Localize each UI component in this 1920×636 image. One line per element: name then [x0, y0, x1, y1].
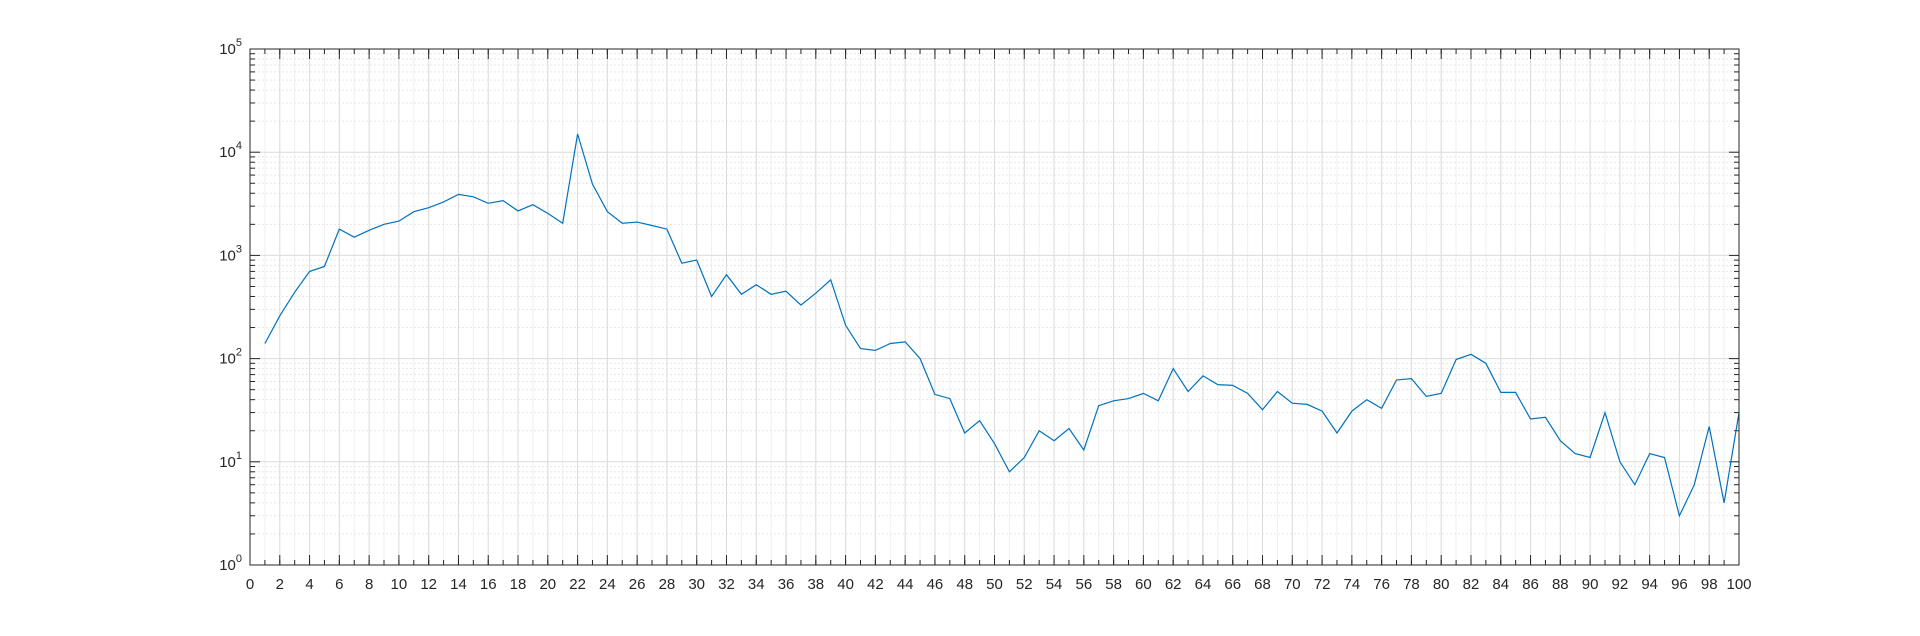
x-tick-label: 2: [276, 576, 284, 593]
x-tick-label: 56: [1075, 576, 1092, 593]
x-tick-label: 34: [748, 576, 765, 593]
x-tick-label: 94: [1641, 576, 1658, 593]
x-tick-label: 80: [1433, 576, 1450, 593]
y-tick-label: 102: [219, 347, 242, 368]
x-tick-label: 98: [1701, 576, 1718, 593]
x-tick-label: 70: [1284, 576, 1301, 593]
axis-ticks: [249, 48, 1740, 566]
x-tick-label: 88: [1552, 576, 1569, 593]
x-tick-label: 28: [659, 576, 676, 593]
series-line: [264, 133, 1740, 518]
x-tick-label: 30: [688, 576, 705, 593]
x-tick-label: 32: [718, 576, 735, 593]
x-tick-label: 48: [956, 576, 973, 593]
y-tick-labels: 100 101 102 103 104 105: [219, 37, 242, 574]
x-tick-label: 50: [986, 576, 1003, 593]
x-tick-label: 90: [1582, 576, 1599, 593]
x-tick-label: 24: [599, 576, 616, 593]
x-tick-label: 100: [1726, 576, 1751, 593]
x-tick-label: 60: [1135, 576, 1152, 593]
x-tick-label: 96: [1671, 576, 1688, 593]
x-tick-label: 8: [365, 576, 373, 593]
plot-frame: [249, 48, 1740, 566]
y-tick-label: 103: [219, 243, 242, 264]
x-tick-label: 44: [897, 576, 914, 593]
x-tick-label: 42: [867, 576, 884, 593]
y-tick-label: 105: [219, 37, 242, 58]
x-tick-label: 40: [837, 576, 854, 593]
x-tick-label: 16: [480, 576, 497, 593]
x-tick-label: 18: [510, 576, 527, 593]
x-tick-label: 86: [1522, 576, 1539, 593]
x-tick-label: 36: [778, 576, 795, 593]
x-tick-label: 76: [1373, 576, 1390, 593]
x-tick-label: 66: [1224, 576, 1241, 593]
x-tick-label: 68: [1254, 576, 1271, 593]
x-tick-label: 84: [1492, 576, 1509, 593]
x-tick-label: 54: [1046, 576, 1063, 593]
y-tick-label: 101: [219, 450, 242, 471]
x-tick-label: 12: [420, 576, 437, 593]
x-tick-label: 78: [1403, 576, 1420, 593]
x-tick-label: 62: [1165, 576, 1182, 593]
x-tick-label: 22: [569, 576, 586, 593]
x-tick-label: 72: [1314, 576, 1331, 593]
x-tick-label: 74: [1344, 576, 1361, 593]
x-tick-label: 52: [1016, 576, 1033, 593]
x-tick-label: 82: [1463, 576, 1480, 593]
x-tick-label: 0: [246, 576, 254, 593]
x-tick-labels: 0 2 4 6 8 10 12 14 16 18 20 22 24 26 28 30 32 34 36 38 40 42 4…: [246, 576, 1752, 593]
x-tick-label: 58: [1105, 576, 1122, 593]
x-tick-label: 4: [305, 576, 313, 593]
x-tick-label: 14: [450, 576, 467, 593]
x-tick-label: 6: [335, 576, 343, 593]
x-tick-label: 20: [539, 576, 556, 593]
y-tick-label: 104: [219, 140, 242, 161]
x-tick-label: 26: [629, 576, 646, 593]
x-tick-label: 46: [927, 576, 944, 593]
x-tick-label: 92: [1612, 576, 1629, 593]
x-tick-label: 38: [807, 576, 824, 593]
x-tick-label: 10: [391, 576, 408, 593]
y-tick-label: 100: [219, 553, 242, 574]
x-tick-label: 64: [1195, 576, 1212, 593]
